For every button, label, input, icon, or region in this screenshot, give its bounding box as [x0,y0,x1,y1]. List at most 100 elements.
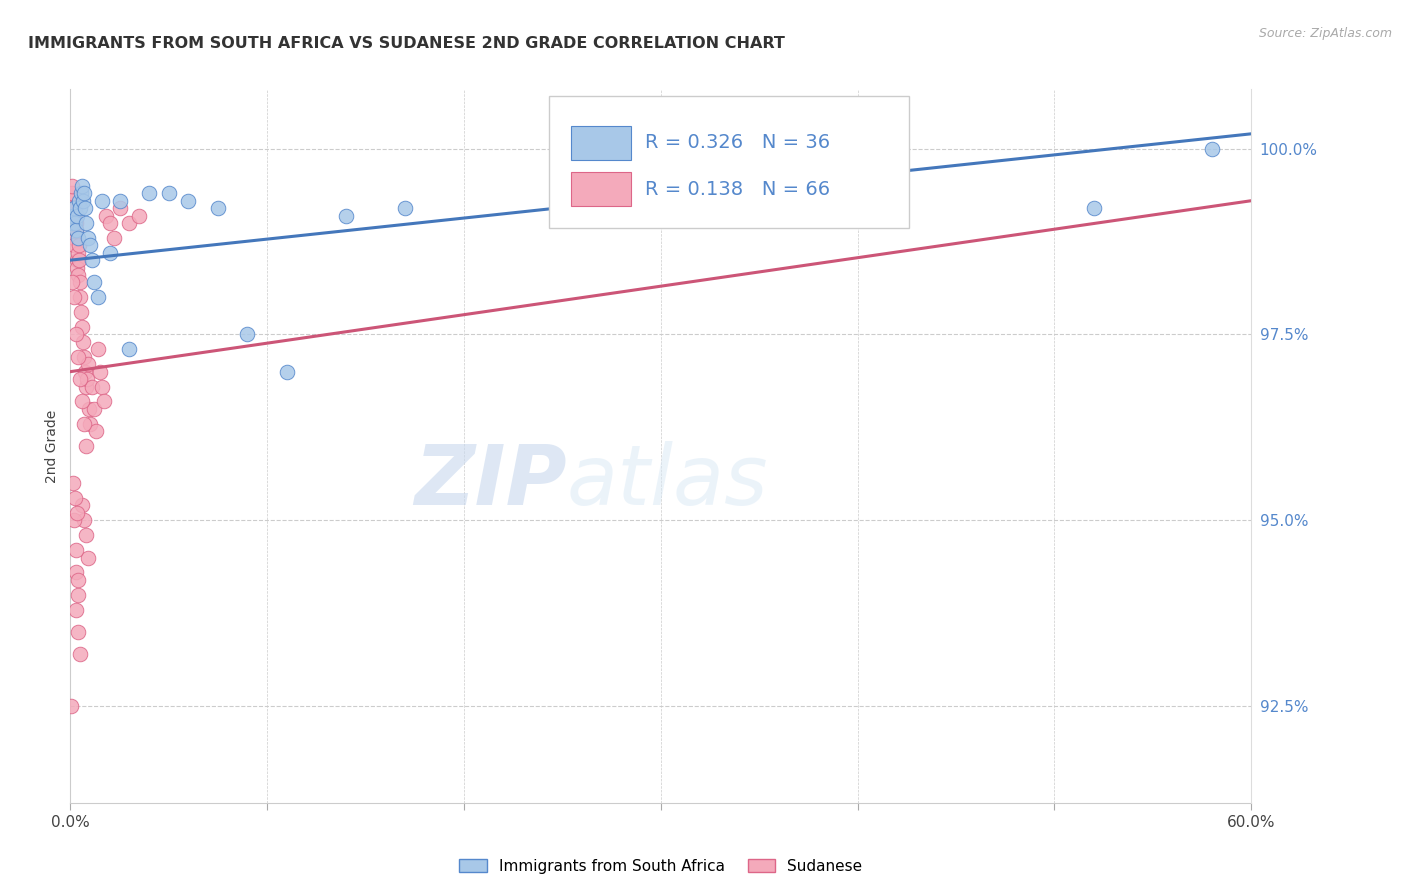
Point [69,290,91,304]
Point [83,276,105,290]
Point [67,624,90,639]
Point [65,216,87,230]
Point [73,513,96,527]
Point [394,201,416,215]
Point [73,201,96,215]
Point [62,209,84,223]
Point [94,209,117,223]
Point [65,223,87,237]
Point [62,201,84,215]
Text: atlas: atlas [567,442,768,522]
Point [65,327,87,342]
Text: ZIP: ZIP [413,442,567,522]
Point [60,276,83,290]
Point [65,253,87,268]
Point [70,178,93,193]
Point [67,253,90,268]
Point [60,186,83,201]
Point [157,186,180,201]
Point [67,245,90,260]
Point [67,350,90,364]
Y-axis label: 2nd Grade: 2nd Grade [45,409,59,483]
FancyBboxPatch shape [571,126,631,160]
Text: IMMIGRANTS FROM SOUTH AFRICA VS SUDANESE 2ND GRADE CORRELATION CHART: IMMIGRANTS FROM SOUTH AFRICA VS SUDANESE… [28,36,785,51]
Point [551,194,574,208]
Point [138,186,160,201]
Point [98,245,121,260]
Point [62,216,84,230]
Point [72,334,94,349]
FancyBboxPatch shape [548,96,908,228]
FancyBboxPatch shape [571,172,631,206]
Point [103,231,125,245]
Point [67,231,90,245]
Point [65,491,87,505]
Point [69,201,91,215]
Point [79,238,101,252]
Point [65,201,87,215]
Point [87,343,110,357]
Point [75,439,97,453]
Point [65,543,87,558]
Point [236,327,259,342]
Point [63,238,86,252]
Point [108,201,131,215]
Point [177,194,200,208]
Point [118,343,141,357]
Point [1083,201,1105,215]
Text: Source: ZipAtlas.com: Source: ZipAtlas.com [1258,27,1392,40]
Point [67,238,90,252]
Point [335,209,357,223]
Point [90,194,112,208]
Point [67,588,90,602]
Point [66,506,89,520]
Point [70,305,93,319]
Point [276,365,298,379]
Point [70,186,93,201]
Point [65,602,87,616]
Point [79,417,101,431]
Point [67,573,90,587]
Point [60,216,83,230]
Point [60,194,83,208]
Point [65,223,87,237]
Text: R = 0.326   N = 36: R = 0.326 N = 36 [645,133,831,153]
Point [63,231,86,245]
Point [65,566,87,580]
Point [73,350,96,364]
Point [98,216,121,230]
Point [63,209,86,223]
Point [66,209,89,223]
Point [77,401,100,416]
Point [69,372,91,386]
Point [73,417,96,431]
Point [69,647,91,661]
Point [80,379,103,393]
Point [1201,142,1223,156]
Point [207,201,229,215]
Point [128,209,150,223]
Point [84,424,107,438]
Point [62,476,84,491]
Point [65,216,87,230]
Point [83,401,105,416]
Point [63,201,86,215]
Point [87,290,110,304]
Point [66,260,89,275]
Point [70,394,93,409]
Point [689,194,711,208]
Point [76,372,98,386]
Point [75,216,97,230]
Point [66,268,89,282]
Point [60,178,83,193]
Point [75,528,97,542]
Point [73,365,96,379]
Point [77,357,100,371]
Point [73,186,96,201]
Point [70,499,93,513]
Point [77,231,100,245]
Point [118,216,141,230]
Point [72,194,94,208]
Point [60,699,83,714]
Point [108,194,131,208]
